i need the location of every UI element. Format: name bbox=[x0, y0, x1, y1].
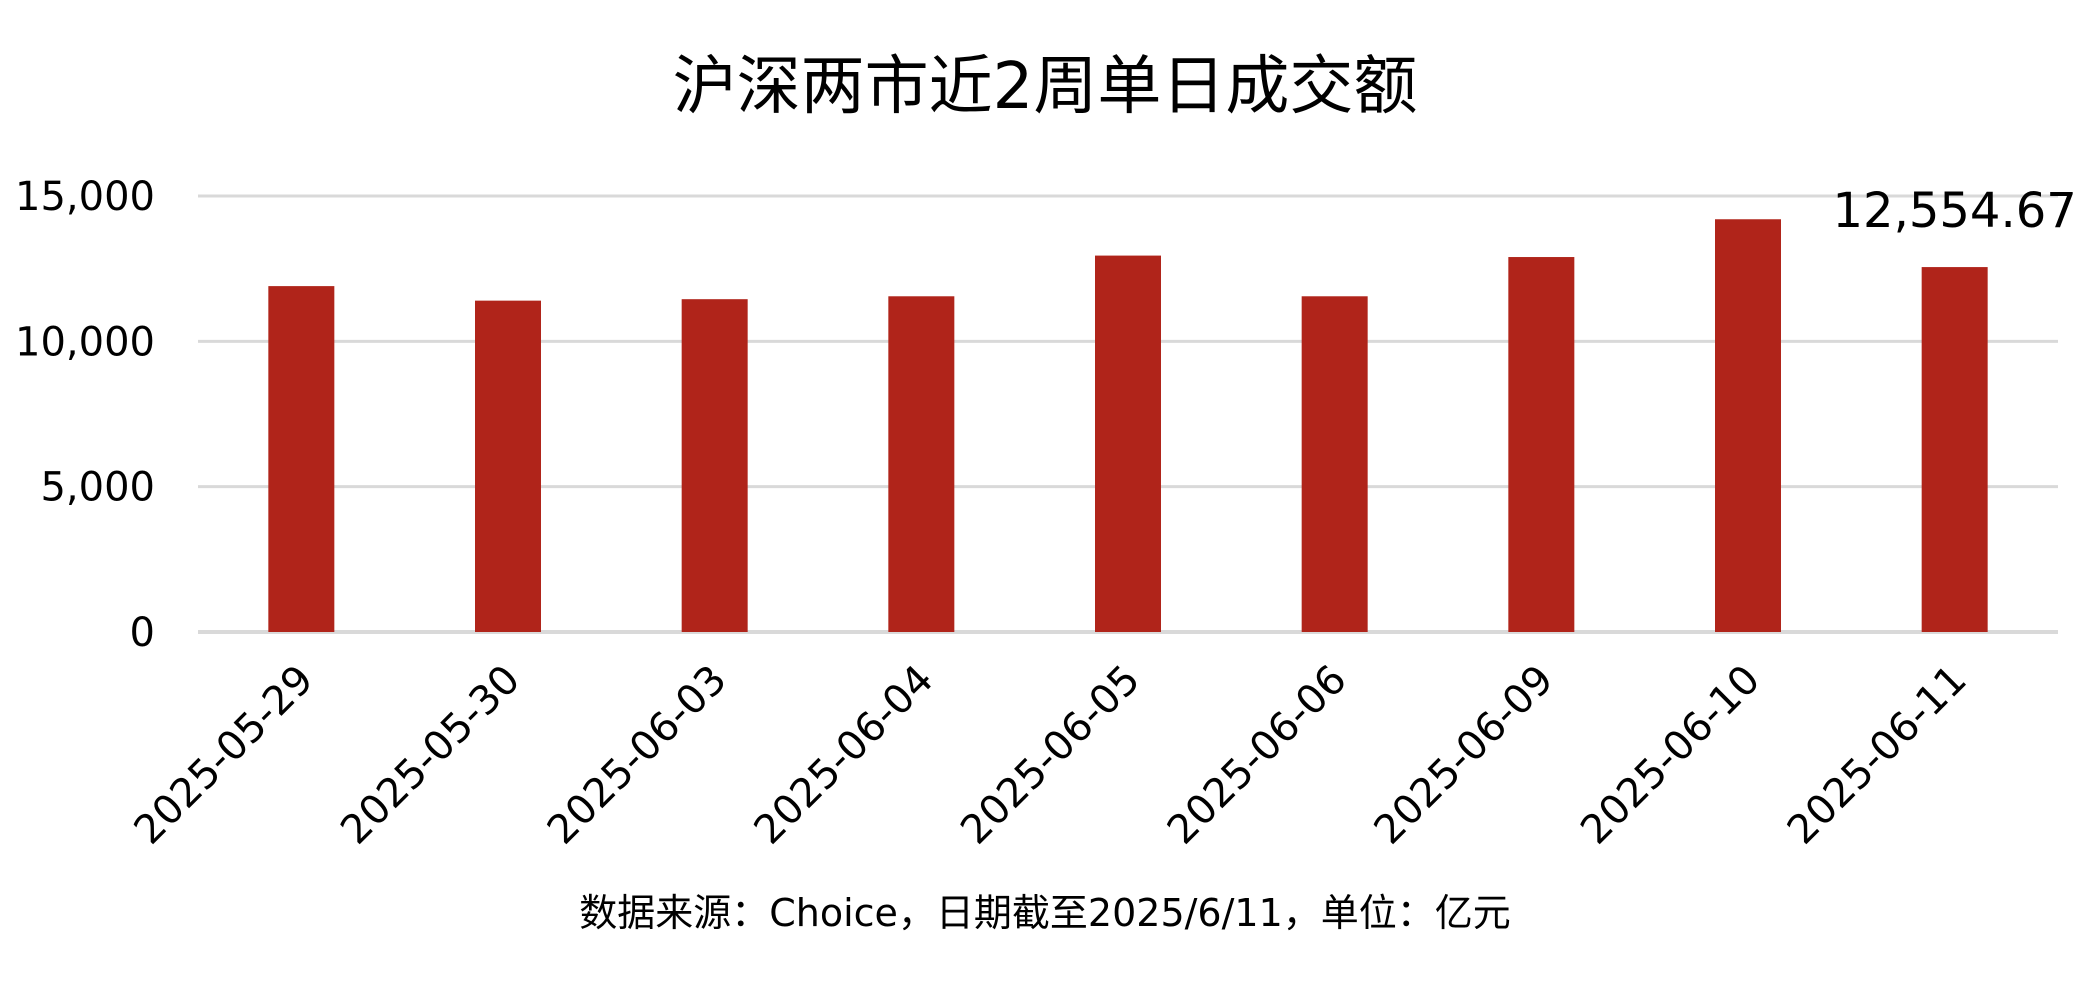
y-tick-label: 5,000 bbox=[40, 465, 155, 511]
x-tick-group: 2025-05-29 bbox=[125, 657, 322, 854]
chart-title: 沪深两市近2周单日成交额 bbox=[673, 50, 1418, 124]
x-tick-group: 2025-06-04 bbox=[745, 657, 942, 854]
y-tick-label: 10,000 bbox=[15, 319, 155, 365]
source-note: 数据来源：Choice，日期截至2025/6/11，单位：亿元 bbox=[579, 891, 1511, 935]
x-tick-label: 2025-06-09 bbox=[1365, 657, 1562, 854]
x-tick-label: 2025-06-05 bbox=[952, 657, 1149, 854]
x-tick-label: 2025-06-10 bbox=[1572, 657, 1769, 854]
data-label: 12,554.67 bbox=[1833, 183, 2077, 239]
bar-2025-06-11 bbox=[1921, 267, 1988, 632]
bar-2025-05-29 bbox=[268, 286, 335, 632]
bar-2025-06-06 bbox=[1301, 296, 1368, 632]
x-tick-group: 2025-06-06 bbox=[1159, 657, 1356, 854]
y-tick-label: 15,000 bbox=[15, 174, 155, 220]
x-tick-label: 2025-06-04 bbox=[745, 657, 942, 854]
bar-2025-06-03 bbox=[681, 299, 748, 632]
x-tick-group: 2025-06-09 bbox=[1365, 657, 1562, 854]
x-tick-group: 2025-06-05 bbox=[952, 657, 1149, 854]
x-tick-label: 2025-05-29 bbox=[125, 657, 322, 854]
y-axis-ticks: 0 5,000 10,000 15,000 bbox=[15, 174, 155, 656]
bar-2025-06-09 bbox=[1508, 257, 1575, 632]
x-tick-group: 2025-06-11 bbox=[1779, 657, 1976, 854]
y-tick-label: 0 bbox=[130, 610, 155, 656]
x-tick-group: 2025-05-30 bbox=[332, 657, 529, 854]
bar-2025-06-10 bbox=[1715, 219, 1781, 632]
bar-2025-05-30 bbox=[475, 300, 541, 632]
x-tick-label: 2025-06-03 bbox=[539, 657, 736, 854]
x-tick-group: 2025-06-03 bbox=[539, 657, 736, 854]
bar-2025-06-04 bbox=[888, 296, 955, 632]
x-tick-label: 2025-05-30 bbox=[332, 657, 529, 854]
bar-2025-06-05 bbox=[1095, 255, 1161, 632]
bars bbox=[268, 219, 1988, 632]
x-tick-label: 2025-06-11 bbox=[1779, 657, 1976, 854]
data-labels: 12,554.67 bbox=[1833, 183, 2077, 239]
x-tick-label: 2025-06-06 bbox=[1159, 657, 1356, 854]
x-tick-group: 2025-06-10 bbox=[1572, 657, 1769, 854]
x-axis-ticks: 2025-05-29 2025-05-30 2025-06-03 2025-06-04… bbox=[125, 657, 1975, 854]
